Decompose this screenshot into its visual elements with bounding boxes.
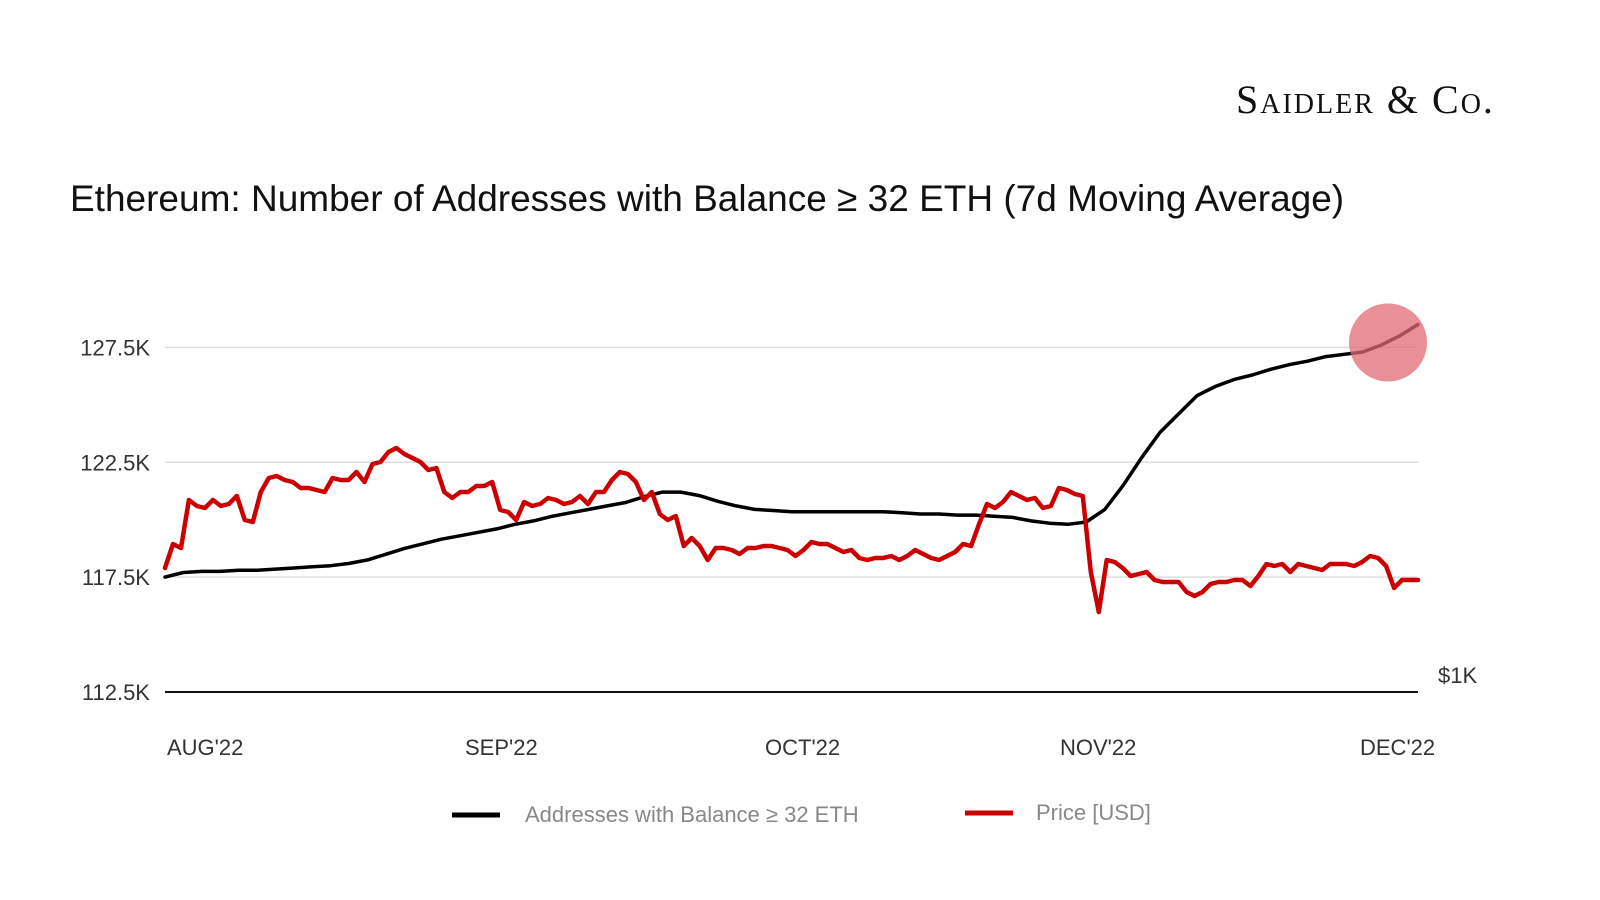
chart-title: Ethereum: Number of Addresses with Balan… <box>70 178 1345 219</box>
addresses-line <box>163 322 1420 579</box>
x-tick-label: SEP'22 <box>465 735 538 760</box>
x-tick-label: AUG'22 <box>167 735 243 760</box>
x-tick-label: OCT'22 <box>765 735 840 760</box>
x-tick-label: NOV'22 <box>1060 735 1136 760</box>
legend-label: Price [USD] <box>1036 800 1151 825</box>
grid-lines <box>165 346 1418 693</box>
brand-logo: Saidler & Co. <box>1236 77 1495 122</box>
legend-label: Addresses with Balance ≥ 32 ETH <box>525 802 859 827</box>
x-axis-ticks: AUG'22 SEP'22 OCT'22 NOV'22 DEC'22 <box>167 735 1435 760</box>
right-axis-label: $1K <box>1438 663 1477 688</box>
y-tick-label: 112.5K <box>82 680 150 705</box>
y-tick-label: 127.5K <box>80 335 150 360</box>
y-axis-ticks: 112.5K 117.5K 122.5K 127.5K <box>80 335 150 705</box>
series-lines <box>162 303 1427 615</box>
x-tick-label: DEC'22 <box>1360 735 1435 760</box>
highlight-marker <box>1349 303 1427 382</box>
y-tick-label: 117.5K <box>82 565 150 590</box>
price-line <box>162 445 1421 615</box>
legend: Addresses with Balance ≥ 32 ETH Price [US… <box>452 800 1151 827</box>
y-tick-label: 122.5K <box>80 450 150 475</box>
